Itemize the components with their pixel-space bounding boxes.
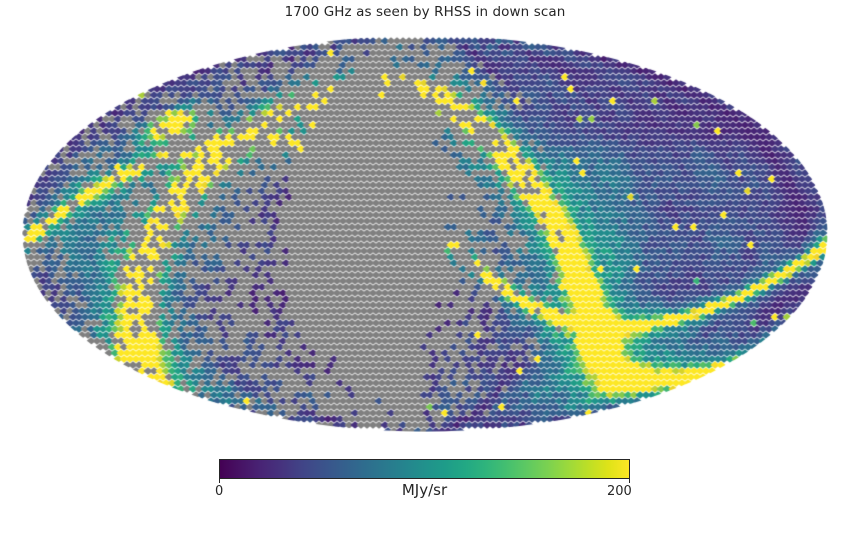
colorbar-tick-label-max: 200 [607,484,632,499]
sky-map-canvas [22,35,828,432]
page-title: 1700 GHz as seen by RHSS in down scan [284,4,566,20]
mollweide-map [22,35,828,432]
colorbar-axis-label: MJy/sr [401,481,448,499]
colorbar-tick-max [629,479,630,483]
colorbar-gradient[interactable] [219,459,630,479]
colorbar-tick-label-min: 0 [215,484,224,499]
colorbar: 0 200 MJy/sr [215,459,632,499]
colorbar-tick-min [219,479,220,483]
